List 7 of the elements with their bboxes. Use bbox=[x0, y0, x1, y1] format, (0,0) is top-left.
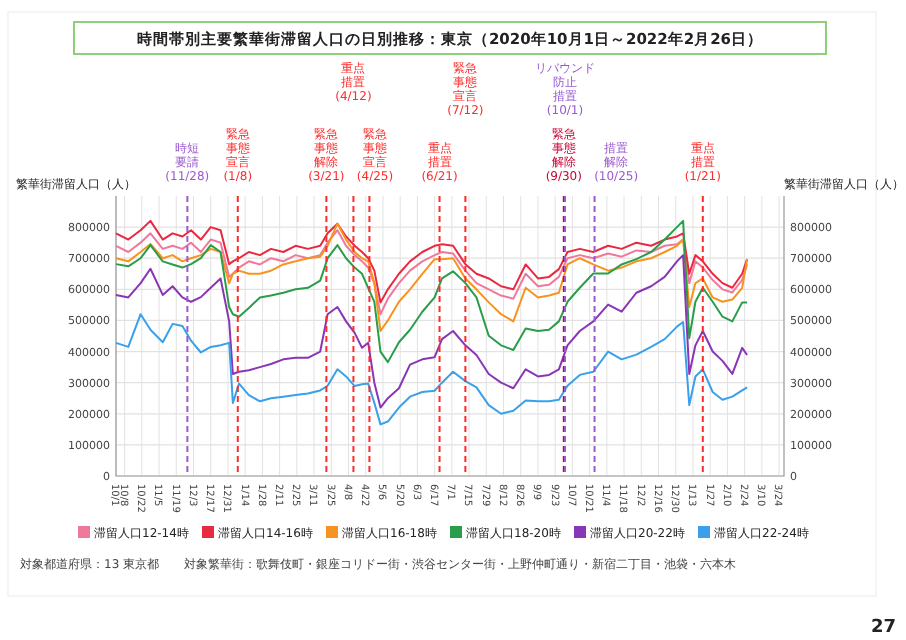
line-series bbox=[115, 222, 749, 333]
line-series bbox=[115, 254, 749, 409]
line-series bbox=[115, 313, 749, 426]
line-series bbox=[115, 219, 749, 304]
text: 27 bbox=[870, 618, 896, 638]
line-series bbox=[115, 229, 749, 316]
line-series bbox=[115, 219, 749, 364]
